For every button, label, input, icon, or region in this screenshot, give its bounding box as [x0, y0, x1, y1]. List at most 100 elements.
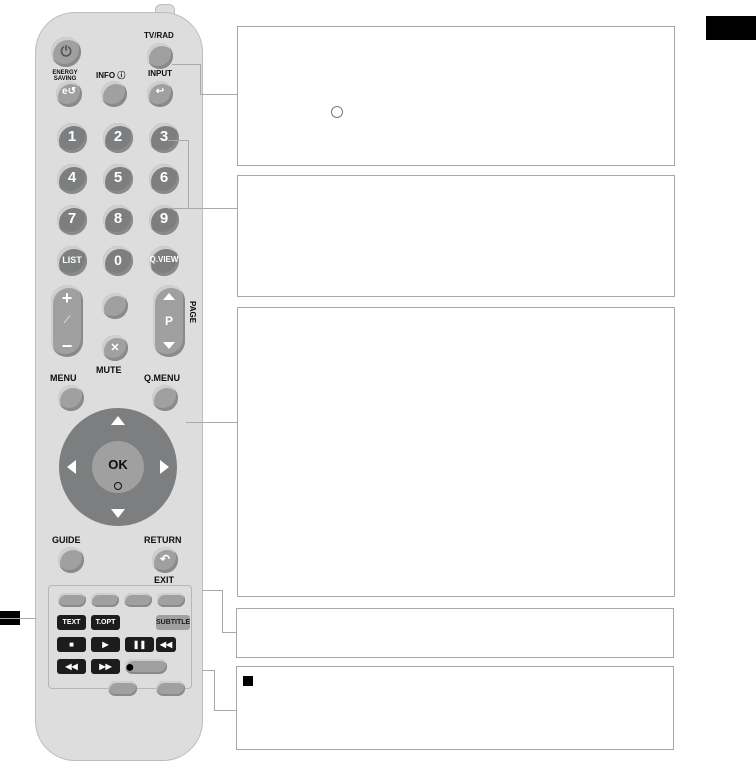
lead-line-11	[222, 632, 236, 633]
num-4-button[interactable]: 4	[57, 164, 87, 194]
lead-line-13	[214, 670, 215, 710]
num-9-label: 9	[149, 210, 179, 227]
ok-label: OK	[108, 457, 128, 472]
num-0-label: 0	[103, 252, 133, 268]
qview-label: Q.VIEW	[149, 255, 179, 264]
colour-button-2[interactable]	[124, 593, 152, 607]
energy-saving-button[interactable]: e↺	[56, 81, 82, 107]
power-icon: ⏻	[51, 43, 81, 60]
ok-button[interactable]: OK	[92, 441, 144, 493]
input-icon: ↩	[147, 86, 173, 97]
channel-up-icon	[163, 293, 175, 300]
volume-down-icon: −	[51, 341, 83, 351]
transport2-1[interactable]: ▶▶	[91, 659, 120, 674]
num-0-button[interactable]: 0	[103, 246, 133, 276]
num-2-button[interactable]: 2	[103, 123, 133, 153]
guide-label: GUIDE	[52, 535, 81, 545]
num-3-button[interactable]: 3	[149, 123, 179, 153]
transport2-2[interactable]: ●	[125, 659, 167, 674]
info-label: INFO ⓘ	[96, 70, 125, 81]
input-button[interactable]: ↩	[147, 81, 173, 107]
bottom-oval-0[interactable]	[108, 681, 137, 696]
lead-line-12	[202, 670, 214, 671]
colour-button-3[interactable]	[157, 593, 185, 607]
mute-label: MUTE	[96, 365, 122, 375]
energy-saving-label: ENERGY SAVING	[43, 70, 87, 82]
num-5-button[interactable]: 5	[103, 164, 133, 194]
num-4-label: 4	[57, 169, 87, 186]
transport2-0[interactable]: ◀◀	[57, 659, 86, 674]
subtitle-button[interactable]: SUBTITLE	[156, 615, 190, 630]
lead-line-7	[186, 422, 237, 423]
menu-label: MENU	[50, 373, 77, 383]
list-button[interactable]: LIST	[57, 246, 87, 276]
list-label: LIST	[57, 255, 87, 265]
dpad-left-icon	[67, 460, 76, 474]
num-8-button[interactable]: 8	[103, 205, 133, 235]
tv-rad-button[interactable]	[147, 43, 173, 69]
colour-button-1[interactable]	[91, 593, 119, 607]
num-3-label: 3	[149, 128, 179, 145]
volume-icon: ⟋	[51, 315, 83, 326]
lead-line-1	[200, 64, 201, 94]
input-label: INPUT	[148, 69, 172, 78]
fav-button[interactable]	[102, 293, 128, 319]
topt-button[interactable]: T.OPT	[91, 615, 120, 630]
num-6-label: 6	[149, 169, 179, 186]
colour-button-0[interactable]	[58, 593, 86, 607]
num-2-label: 2	[103, 128, 133, 145]
volume-up-icon: +	[51, 291, 83, 305]
num-7-button[interactable]: 7	[57, 205, 87, 235]
black-tab-right	[706, 16, 756, 40]
lead-line-2	[200, 94, 237, 95]
lead-line-0	[172, 64, 200, 65]
dpad: OK	[59, 408, 177, 526]
num-9-button[interactable]: 9	[149, 205, 179, 235]
return-label: RETURN	[144, 535, 182, 545]
ok-dot-icon	[114, 482, 122, 490]
lead-line-10	[222, 590, 223, 632]
transport-3[interactable]: ◀◀	[156, 637, 176, 652]
power-button[interactable]: ⏻	[51, 37, 81, 67]
text-button[interactable]: TEXT	[57, 615, 86, 630]
guide-button[interactable]	[58, 547, 84, 573]
dpad-right-icon	[160, 460, 169, 474]
annotation-box-1	[237, 26, 675, 166]
channel-rocker[interactable]: P	[153, 285, 185, 357]
info-button[interactable]	[101, 81, 127, 107]
lead-line-5	[168, 208, 188, 209]
annotation-box-4	[236, 608, 674, 658]
tv-rad-label: TV/RAD	[144, 31, 174, 40]
num-7-label: 7	[57, 210, 87, 227]
bottom-oval-1[interactable]	[156, 681, 185, 696]
page-canvas: ⏻ ENERGY SAVING e↺ TV/RAD INFO ⓘ INPUT ↩…	[0, 0, 756, 775]
dpad-down-icon	[111, 509, 125, 518]
volume-rocker[interactable]: + ⟋ −	[51, 285, 83, 357]
qview-button[interactable]: Q.VIEW	[149, 246, 179, 276]
num-8-label: 8	[103, 210, 133, 227]
lead-line-4	[188, 140, 189, 208]
channel-down-icon	[163, 342, 175, 349]
annotation-box-3	[237, 307, 675, 597]
transport-0[interactable]: ■	[57, 637, 86, 652]
remote-body: ⏻ ENERGY SAVING e↺ TV/RAD INFO ⓘ INPUT ↩…	[35, 12, 203, 761]
dpad-up-icon	[111, 416, 125, 425]
mute-button[interactable]: ✕	[102, 335, 128, 361]
annotation-box-5	[236, 666, 674, 750]
energy-icon: e↺	[56, 86, 82, 97]
annotation-box-2	[237, 175, 675, 297]
lead-line-3	[168, 140, 188, 141]
exit-label: EXIT	[154, 575, 174, 585]
num-1-button[interactable]: 1	[57, 123, 87, 153]
annot-square-marker	[243, 676, 253, 686]
transport-1[interactable]: ▶	[91, 637, 120, 652]
transport-2[interactable]: ❚❚	[125, 637, 154, 652]
num-6-button[interactable]: 6	[149, 164, 179, 194]
return-icon: ↶	[152, 552, 178, 566]
p-label: P	[153, 314, 185, 328]
qmenu-label: Q.MENU	[144, 373, 180, 383]
lead-line-15	[0, 618, 36, 619]
return-button[interactable]: ↶	[152, 547, 178, 573]
num-5-label: 5	[103, 169, 133, 186]
lead-line-9	[202, 590, 222, 591]
